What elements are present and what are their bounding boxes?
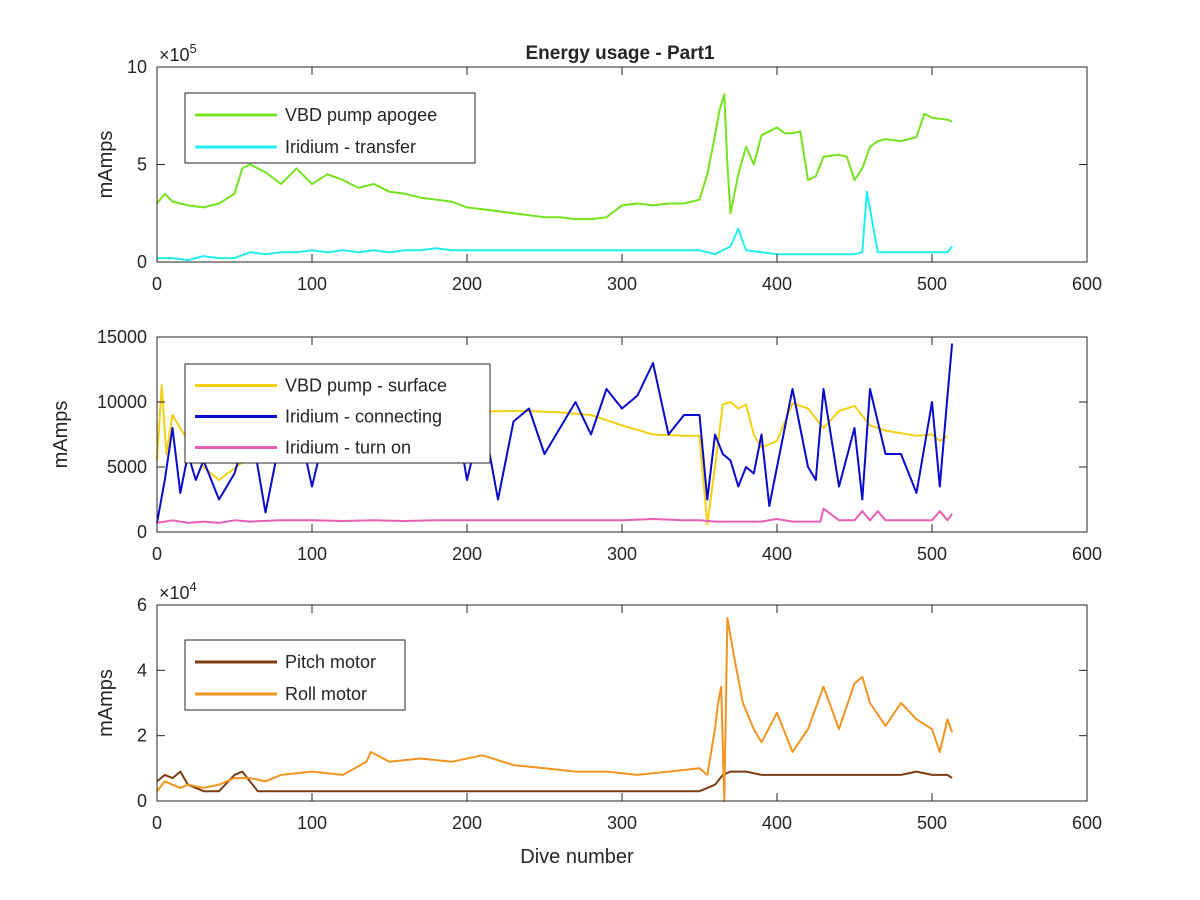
chart-1-legend-label-1: Iridium - connecting [285, 407, 442, 427]
chart-0-xtick-label-1: 100 [297, 274, 327, 294]
chart-1-xtick-label-2: 200 [452, 544, 482, 564]
chart-2-xtick-label-5: 500 [917, 813, 947, 833]
chart-2-legend-label-1: Roll motor [285, 684, 367, 704]
chart-0-xtick-label-0: 0 [152, 274, 162, 294]
chart-2-xtick-label-0: 0 [152, 813, 162, 833]
chart-2-ytick-label-0: 0 [137, 791, 147, 811]
chart-2-legend-label-0: Pitch motor [285, 652, 376, 672]
chart-1-xtick-label-0: 0 [152, 544, 162, 564]
chart-0-legend-label-0: VBD pump apogee [285, 105, 437, 125]
chart-2-ytick-label-1: 2 [137, 726, 147, 746]
chart-1-ytick-label-3: 15000 [97, 327, 147, 347]
chart-0-legend-label-1: Iridium - transfer [285, 137, 416, 157]
chart-2-series-0-line [156, 770, 953, 793]
chart-2-ylabel: mAmps [95, 669, 117, 737]
chart-1-xtick-label-5: 500 [917, 544, 947, 564]
chart-2-exponent-power: 4 [190, 579, 197, 594]
chart-1-xtick-label-3: 300 [607, 544, 637, 564]
chart-0-xtick-label-2: 200 [452, 274, 482, 294]
chart-2-legend-box [184, 639, 406, 711]
chart-0-ylabel: mAmps [95, 131, 117, 199]
chart-2-xtick-label-3: 300 [607, 813, 637, 833]
chart-0-xtick-label-5: 500 [917, 274, 947, 294]
chart-0-series-1-line [157, 190, 953, 262]
chart-2-xtick-label-4: 400 [762, 813, 792, 833]
chart-0-ytick-label-1: 5 [137, 155, 147, 175]
chart-2-xtick-label-1: 100 [297, 813, 327, 833]
chart-0-ytick-label-0: 0 [137, 252, 147, 272]
chart-0-series-0-line [156, 93, 953, 221]
chart-0-xtick-label-3: 300 [607, 274, 637, 294]
chart-0-legend-box [184, 92, 476, 164]
chart-0-ytick-label-2: 10 [127, 57, 147, 77]
chart-1-legend-label-0: VBD pump - surface [285, 376, 447, 396]
chart-1-xtick-label-6: 600 [1072, 544, 1102, 564]
chart-2-xtick-label-2: 200 [452, 813, 482, 833]
chart-2-xlabel: Dive number [520, 846, 634, 868]
chart-1-ytick-label-2: 10000 [97, 392, 147, 412]
chart-1-xtick-label-1: 100 [297, 544, 327, 564]
chart-1-series-2-line [156, 507, 953, 524]
chart-2-series-1-line [156, 617, 954, 802]
chart-1-ytick-label-1: 5000 [107, 457, 147, 477]
chart-2-ytick-label-3: 6 [137, 595, 147, 615]
chart-0-xtick-label-6: 600 [1072, 274, 1102, 294]
chart-1-legend-label-2: Iridium - turn on [285, 438, 411, 458]
chart-0-xtick-label-4: 400 [762, 274, 792, 294]
chart-1-ylabel: mAmps [50, 401, 72, 469]
chart-1-ytick-label-0: 0 [137, 522, 147, 542]
chart-0-exponent-power: 5 [190, 41, 197, 56]
panel-energy-middle: 0 100 200 300 400 500 600 0 5000 10000 15000 mAmps V… [50, 327, 1102, 564]
chart-2-ytick-label-2: 4 [137, 660, 147, 680]
chart-1-xtick-label-4: 400 [762, 544, 792, 564]
figure-title: Energy usage - Part1 [525, 43, 714, 64]
chart-2-xtick-label-6: 600 [1072, 813, 1102, 833]
